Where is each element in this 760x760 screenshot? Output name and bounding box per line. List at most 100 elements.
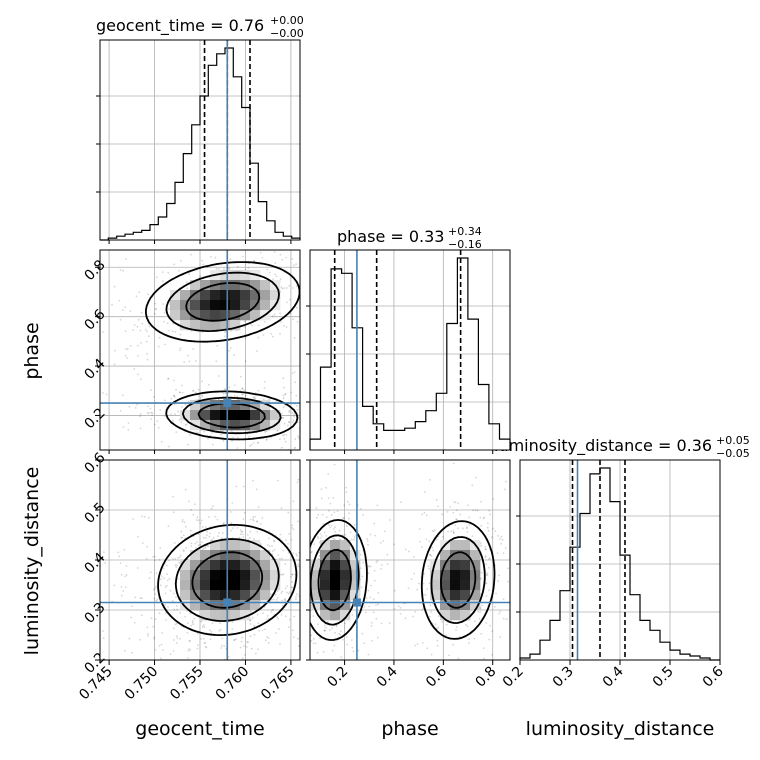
sample-point: [232, 436, 235, 439]
sample-point: [178, 556, 181, 559]
sample-point: [292, 287, 294, 289]
sample-point: [254, 397, 257, 400]
sample-point: [433, 529, 436, 531]
sample-point: [233, 384, 236, 387]
density-cell: [220, 590, 231, 601]
sample-point: [160, 578, 162, 580]
x-tick-label: 0.8: [472, 664, 499, 691]
density-cell: [260, 560, 271, 571]
sample-point: [329, 629, 331, 631]
sample-point: [414, 644, 416, 647]
sample-point: [498, 574, 500, 577]
density-cell: [220, 320, 231, 331]
density-cell: [190, 560, 201, 571]
sample-point: [146, 545, 149, 548]
sample-point: [352, 650, 355, 653]
sample-point: [245, 646, 248, 648]
sample-point: [204, 547, 207, 550]
x-tick-label: 0.2: [324, 664, 351, 691]
sample-point: [442, 536, 445, 538]
sample-point: [431, 529, 434, 532]
sample-point: [338, 632, 341, 635]
sample-point: [232, 527, 234, 529]
sample-point: [171, 599, 174, 602]
sample-point: [151, 414, 154, 417]
sample-point: [235, 485, 238, 488]
sample-point: [238, 536, 241, 539]
sample-point: [278, 628, 280, 630]
sample-point: [104, 561, 107, 564]
sample-point: [262, 334, 265, 336]
sample-point: [284, 597, 286, 600]
sample-point: [283, 433, 286, 436]
sample-point: [18, 269, 20, 271]
sample-point: [333, 644, 336, 647]
sample-point: [325, 535, 328, 537]
sample-point: [284, 563, 287, 565]
density-cell: [200, 290, 211, 301]
sample-point: [445, 634, 447, 637]
sample-point: [249, 537, 251, 539]
sample-point: [382, 540, 384, 542]
sample-point: [281, 287, 284, 290]
sample-point: [479, 516, 482, 519]
sample-point: [196, 647, 199, 650]
density-cell: [230, 570, 241, 581]
sample-point: [477, 610, 479, 613]
sample-point: [114, 349, 116, 352]
sample-point: [139, 329, 142, 332]
sample-point: [241, 533, 244, 536]
sample-point: [181, 519, 184, 521]
sample-point: [172, 650, 175, 652]
density-cell: [260, 280, 271, 291]
sample-point: [124, 330, 127, 333]
sample-point: [504, 547, 507, 549]
sample-point: [257, 389, 260, 392]
sample-point: [150, 617, 153, 619]
sample-point: [146, 330, 149, 333]
sample-point: [125, 348, 127, 350]
density-cell: [260, 400, 271, 411]
sample-point: [229, 258, 232, 260]
sample-point: [255, 652, 257, 655]
sample-point: [167, 606, 169, 608]
density-cell: [450, 570, 461, 581]
sample-point: [251, 616, 254, 619]
sample-point: [160, 657, 162, 660]
density-cell: [210, 610, 221, 621]
sample-point: [239, 529, 242, 531]
sample-point: [290, 586, 293, 589]
sample-point: [201, 259, 204, 262]
sample-point: [201, 380, 204, 383]
sample-point: [454, 524, 456, 527]
sample-point: [168, 577, 171, 580]
density-cell: [330, 560, 341, 571]
sample-point: [215, 268, 218, 270]
sample-point: [234, 457, 236, 459]
sample-point: [136, 325, 139, 328]
sample-point: [177, 557, 179, 559]
sample-point: [180, 530, 183, 533]
sample-point: [488, 509, 491, 512]
sample-point: [310, 718, 312, 720]
sample-point: [231, 621, 234, 623]
density-cell: [210, 590, 221, 601]
sample-point: [320, 488, 323, 490]
sample-point: [203, 642, 206, 644]
sample-point: [376, 636, 379, 639]
sample-point: [220, 644, 223, 647]
sample-point: [268, 545, 271, 548]
density-cell: [230, 610, 241, 621]
sample-point: [118, 299, 121, 302]
sample-point: [170, 413, 173, 416]
sample-point: [281, 258, 284, 261]
x-tick-label: 0.6: [700, 663, 727, 690]
sample-point: [125, 258, 127, 260]
sample-point: [360, 567, 362, 569]
sample-point: [228, 267, 231, 270]
sample-point: [200, 620, 203, 623]
sample-point: [138, 291, 141, 293]
sample-point: [174, 413, 176, 416]
sample-point: [293, 413, 295, 416]
sample-point: [177, 410, 180, 413]
